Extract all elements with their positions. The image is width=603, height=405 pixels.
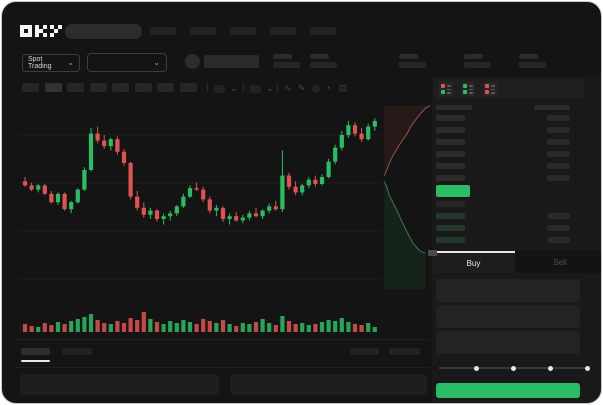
ask-price-placeholder[interactable] (436, 127, 465, 133)
interval-button-placeholder[interactable] (89, 83, 107, 92)
bottom-tab-active[interactable] (21, 348, 50, 355)
chart-toolbar: | ⌄ | ⌄ | ∿ ✎ ◎ ◔ ⊡ (2, 77, 432, 99)
tab-sell-label: Sell (553, 257, 567, 267)
chevron-down-icon[interactable]: ⌄ (266, 83, 274, 93)
amount-field[interactable] (436, 305, 580, 328)
fullscreen-icon[interactable]: ⊡ (339, 83, 347, 93)
price-field[interactable] (436, 279, 580, 302)
ask-amount-placeholder (547, 151, 570, 157)
combined-book-view-icon[interactable] (439, 82, 453, 96)
orderbook-header-amount (534, 105, 570, 110)
interval-button-placeholder[interactable] (44, 83, 62, 92)
nav-item-placeholder[interactable] (310, 27, 336, 35)
stat-label-placeholder (310, 54, 329, 59)
chart-type-icon[interactable] (214, 85, 225, 93)
stat-label-placeholder (464, 54, 483, 59)
pair-title-placeholder (204, 55, 259, 68)
camera-icon[interactable]: ◎ (312, 83, 320, 93)
nav-item-placeholder[interactable] (190, 27, 216, 35)
nav-item-placeholder[interactable] (270, 27, 296, 35)
stat-value-placeholder (273, 62, 300, 68)
tab-buy[interactable]: Buy (432, 251, 515, 273)
bottom-panel-2 (230, 374, 427, 395)
ask-price-placeholder[interactable] (436, 115, 465, 121)
interval-button-placeholder[interactable] (157, 83, 174, 92)
interval-button-placeholder[interactable] (22, 83, 39, 92)
last-price-bar[interactable] (436, 185, 470, 197)
stat-value-placeholder (399, 62, 426, 68)
coin-icon (185, 54, 200, 69)
draw-pencil-icon[interactable]: ✎ (298, 83, 306, 93)
slider-stop-dot[interactable] (510, 365, 516, 371)
ask-price-placeholder[interactable] (436, 151, 465, 157)
interval-button-placeholder[interactable] (134, 83, 152, 92)
stat-value-placeholder (464, 62, 491, 68)
indicator-wave-icon[interactable]: ∿ (284, 83, 292, 93)
buy-submit-button[interactable] (436, 383, 580, 398)
orderbook-header-price (436, 105, 472, 110)
bid-price-placeholder[interactable] (436, 213, 465, 219)
top-header (2, 2, 601, 47)
slider-stop-dot[interactable] (584, 365, 590, 371)
market-type-label: Spot Trading (28, 56, 52, 70)
toolbar-divider: | (242, 82, 245, 93)
chevron-down-icon: ⌄ (67, 58, 74, 67)
subheader: Spot Trading ⌄ ⌄ (2, 47, 601, 77)
tab-sell[interactable]: Sell (515, 251, 601, 273)
interval-button-placeholder[interactable] (112, 83, 129, 92)
bottom-divider-2 (16, 367, 430, 368)
bottom-action-1[interactable] (350, 348, 379, 355)
interval-button-placeholder[interactable] (179, 83, 197, 92)
bottom-tab-2[interactable] (62, 348, 92, 355)
ask-amount-placeholder (547, 139, 570, 145)
ask-amount-placeholder (547, 175, 570, 181)
search-input[interactable] (65, 24, 142, 39)
chevron-down-icon: ⌄ (153, 57, 160, 67)
bid-price-placeholder[interactable] (436, 237, 465, 243)
chevron-down-icon[interactable]: ⌄ (230, 83, 238, 93)
slider-stop-dot[interactable] (547, 365, 553, 371)
asks-book-view-icon[interactable] (483, 82, 497, 96)
ask-price-placeholder[interactable] (436, 163, 465, 169)
ask-amount-placeholder (547, 115, 570, 121)
toolbar-divider: | (276, 82, 279, 93)
stat-value-placeholder (519, 62, 546, 68)
ask-amount-placeholder (547, 163, 570, 169)
bottom-tab-underline (21, 360, 50, 362)
stat-label-placeholder (273, 54, 292, 59)
market-type-selector[interactable]: Spot Trading ⌄ (22, 54, 80, 72)
bid-amount-placeholder (547, 213, 570, 219)
pair-selector[interactable]: ⌄ (87, 53, 167, 72)
bid-price-placeholder[interactable] (436, 225, 465, 231)
stat-label-placeholder (399, 54, 418, 59)
bottom-divider (16, 339, 430, 340)
ask-amount-placeholder (547, 127, 570, 133)
last-price-tag (428, 250, 437, 256)
nav-item-placeholder[interactable] (150, 27, 176, 35)
bids-book-view-icon[interactable] (461, 82, 475, 96)
total-field[interactable] (436, 331, 580, 354)
trading-sidebar: Buy Sell (432, 77, 601, 403)
slider-stop-dot[interactable] (473, 365, 479, 371)
bid-amount-placeholder (547, 237, 570, 243)
bid-price-placeholder[interactable] (436, 201, 465, 207)
bottom-panel-1 (20, 374, 219, 395)
amount-slider[interactable] (432, 359, 592, 375)
ask-price-placeholder[interactable] (436, 175, 465, 181)
clock-settings-icon[interactable]: ◔ (325, 83, 331, 93)
bid-amount-placeholder (547, 225, 570, 231)
bottom-action-2[interactable] (389, 348, 420, 355)
orderbook-toolbar (434, 79, 584, 99)
okx-logo[interactable] (20, 25, 62, 37)
interval-button-placeholder[interactable] (67, 83, 84, 92)
toolbar-divider: | (206, 82, 209, 93)
indicator-menu-icon[interactable] (250, 85, 261, 93)
tab-buy-label: Buy (466, 258, 481, 268)
ask-price-placeholder[interactable] (436, 139, 465, 145)
nav-item-placeholder[interactable] (230, 27, 256, 35)
stat-value-placeholder (310, 62, 337, 68)
stat-label-placeholder (519, 54, 538, 59)
